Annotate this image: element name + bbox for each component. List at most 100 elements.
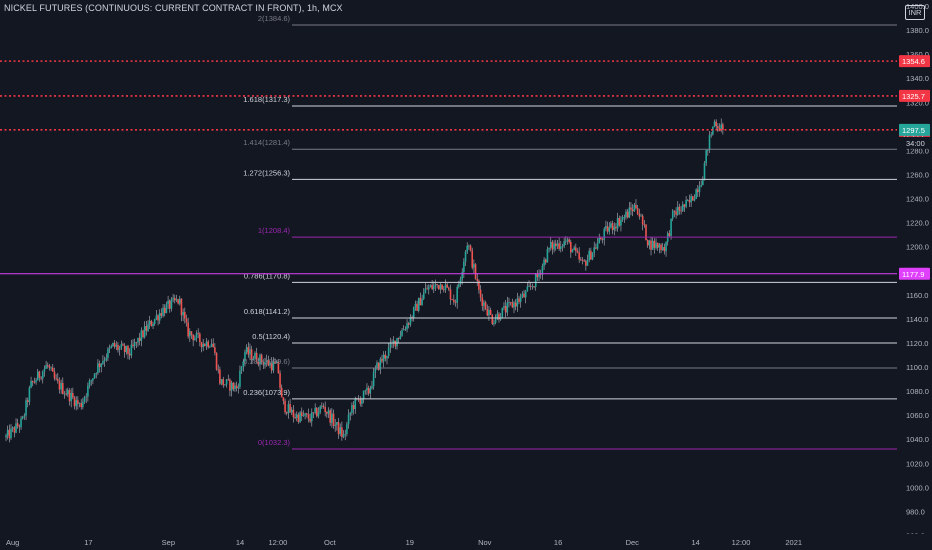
candle-body <box>199 333 201 343</box>
candle-body <box>317 412 320 417</box>
candle-body <box>332 413 335 426</box>
candle-body <box>581 259 584 261</box>
candle-body <box>521 293 524 298</box>
candle-body <box>591 252 594 260</box>
candle-body <box>439 284 442 290</box>
countdown-bg <box>899 136 930 149</box>
candle-body <box>145 326 148 331</box>
candle-body <box>431 285 433 290</box>
candle-body <box>117 344 119 350</box>
candle-body <box>678 206 681 211</box>
candle-body <box>87 385 89 397</box>
candle-body <box>675 211 677 215</box>
price-tick-label: 1100.0 <box>906 363 928 372</box>
candle-body <box>123 345 126 353</box>
candle-body <box>374 368 377 373</box>
candle-body <box>529 285 532 287</box>
candle-body <box>38 371 41 378</box>
candle-body <box>509 302 512 304</box>
candle-body <box>670 218 672 236</box>
time-tick-label: Nov <box>478 538 492 547</box>
candle-body <box>663 247 666 252</box>
candle-body <box>120 344 123 348</box>
price-tick-label: 1340.0 <box>906 74 929 83</box>
candle-body <box>708 135 711 150</box>
candle-body <box>314 407 316 413</box>
candle-body <box>16 423 19 427</box>
candle-body <box>683 204 686 207</box>
candle-body <box>379 358 382 370</box>
time-tick-label: 17 <box>84 538 92 547</box>
candle-body <box>576 250 579 253</box>
candle-body <box>549 241 552 248</box>
fibonacci-extension[interactable]: 2(1384.6) 1.618(1317.3) 1.414(1281.4) 1.272… <box>243 14 897 450</box>
price-tick-label: 1260.0 <box>906 170 929 179</box>
candle-body <box>710 134 712 136</box>
price-tick-label: 1380.0 <box>906 26 929 35</box>
candle-body <box>210 343 213 347</box>
candle-body <box>412 307 415 318</box>
time-axis[interactable]: Aug 17 Sep 14 12:00 Oct 19 Nov 16 Dec 14 12:00 2021 <box>0 534 932 550</box>
candle-body <box>496 313 499 319</box>
candle-body <box>506 302 509 313</box>
time-tick-label: Oct <box>324 538 337 547</box>
candle-body <box>200 342 203 348</box>
candle-body <box>364 390 367 392</box>
candle-body <box>595 247 597 249</box>
candle-body <box>713 121 716 127</box>
candle-body <box>102 361 104 364</box>
candle-body <box>484 302 487 310</box>
time-tick-label: 19 <box>406 538 414 547</box>
fib-level-label: 1.618(1317.3) <box>243 95 290 104</box>
candle-body <box>18 426 21 428</box>
candle-body <box>95 373 98 374</box>
fib-level-label: 0(1032.3) <box>258 438 291 447</box>
candle-body <box>651 240 654 250</box>
candle-body <box>75 400 77 407</box>
candle-body <box>473 264 475 268</box>
candle-body <box>175 299 178 301</box>
candle-body <box>304 413 306 416</box>
candle-body <box>476 278 479 281</box>
candle-body <box>147 324 149 331</box>
candle-body <box>416 303 418 311</box>
candle-body <box>618 218 621 226</box>
candle-body <box>23 415 26 417</box>
bar-countdown: 34:00 <box>906 139 925 148</box>
candle-body <box>601 239 604 240</box>
time-axis-background <box>0 534 932 550</box>
candle-body <box>302 415 305 417</box>
candle-body <box>50 367 52 369</box>
candle-body <box>501 307 504 319</box>
candle-body <box>197 333 199 334</box>
candle-body <box>352 405 355 410</box>
candle-body <box>600 237 602 240</box>
candle-body <box>524 291 527 298</box>
candle-body <box>386 355 388 359</box>
candle-body <box>184 312 186 319</box>
candle-body <box>362 390 365 400</box>
candle-body <box>665 241 667 252</box>
candle-body <box>434 284 437 286</box>
candle-body <box>307 413 310 419</box>
candle-body <box>51 367 54 372</box>
currency-badge[interactable]: INR <box>905 5 925 20</box>
candle-body <box>656 242 659 248</box>
symbol-title[interactable]: NICKEL FUTURES (CONTINUOUS: CURRENT CONT… <box>4 3 343 13</box>
candle-body <box>135 342 138 344</box>
candle-body <box>46 365 49 366</box>
time-tick-label: 16 <box>554 538 562 547</box>
candle-body <box>448 287 450 290</box>
price-tick-label: 1360.0 <box>906 50 929 59</box>
candle-body <box>695 189 697 199</box>
candle-body <box>596 243 599 249</box>
candle-body <box>426 288 428 290</box>
candle-body <box>165 304 168 314</box>
horizontal-lines[interactable] <box>0 60 897 275</box>
candle-body <box>150 320 153 327</box>
candle-body <box>267 360 270 366</box>
candle-body <box>264 362 266 365</box>
candle-body <box>48 365 51 368</box>
